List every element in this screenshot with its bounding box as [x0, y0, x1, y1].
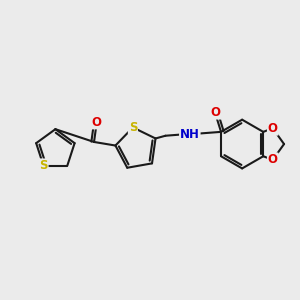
Text: S: S [39, 159, 48, 172]
Text: O: O [211, 106, 221, 119]
Text: O: O [92, 116, 101, 129]
Text: S: S [129, 121, 137, 134]
Text: O: O [268, 153, 278, 166]
Text: O: O [268, 122, 278, 135]
Text: NH: NH [180, 128, 200, 141]
